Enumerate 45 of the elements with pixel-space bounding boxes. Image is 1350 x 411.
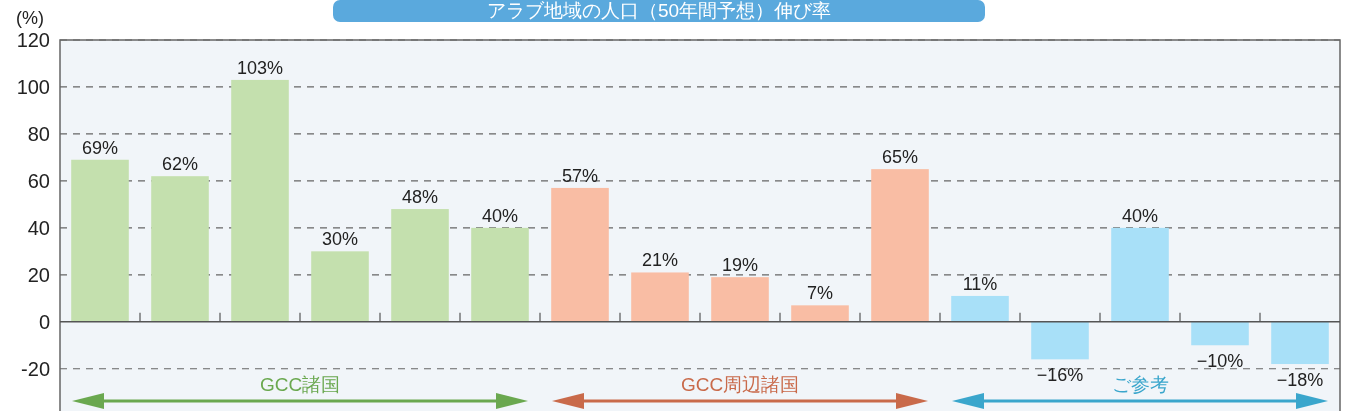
y-tick-label: 120 — [16, 29, 50, 51]
y-tick-label: 40 — [27, 216, 50, 239]
data-label: 19% — [721, 255, 759, 276]
data-label: −18% — [1276, 370, 1324, 391]
data-label: 40% — [1121, 205, 1159, 226]
data-label: 7% — [806, 283, 834, 304]
bar — [471, 227, 529, 322]
y-axis-title: (%) — [16, 8, 44, 28]
y-tick-label: -20 — [21, 357, 50, 380]
bar — [951, 295, 1009, 322]
annotation: GCC周辺諸国 — [680, 374, 800, 395]
data-label: −16% — [1036, 365, 1084, 386]
bar — [1031, 321, 1089, 360]
data-label: 21% — [641, 250, 679, 271]
data-label: 103% — [236, 57, 284, 78]
bar — [871, 169, 929, 322]
y-tick-label: 20 — [27, 263, 50, 286]
data-label: 11% — [962, 273, 998, 294]
y-tick-label: 80 — [27, 122, 50, 145]
bar — [1111, 227, 1169, 322]
y-tick-label: 0 — [38, 310, 50, 333]
data-label: 62% — [161, 154, 199, 175]
bar — [711, 277, 769, 322]
bar — [631, 272, 689, 322]
annotation: GCC諸国 — [259, 374, 341, 395]
bar — [311, 251, 369, 322]
bar — [71, 159, 129, 322]
bar — [151, 176, 209, 322]
annotation: ご参考 — [1111, 374, 1169, 395]
data-label: 40% — [481, 205, 519, 226]
bar — [791, 305, 849, 322]
bar — [1191, 321, 1249, 346]
data-label: 57% — [561, 165, 599, 186]
y-tick-label: 60 — [27, 169, 50, 192]
bar — [1271, 321, 1329, 365]
bar — [231, 79, 289, 322]
bar — [391, 209, 449, 322]
data-label: 48% — [401, 187, 439, 208]
data-label: 69% — [81, 137, 119, 158]
data-label: 30% — [321, 229, 359, 250]
bar — [551, 187, 609, 322]
y-tick-label: 100 — [16, 75, 50, 98]
data-label: 65% — [881, 147, 919, 168]
chart-title: アラブ地域の人口（50年間予想）伸び率 — [486, 0, 832, 21]
data-label: −10% — [1196, 351, 1244, 372]
